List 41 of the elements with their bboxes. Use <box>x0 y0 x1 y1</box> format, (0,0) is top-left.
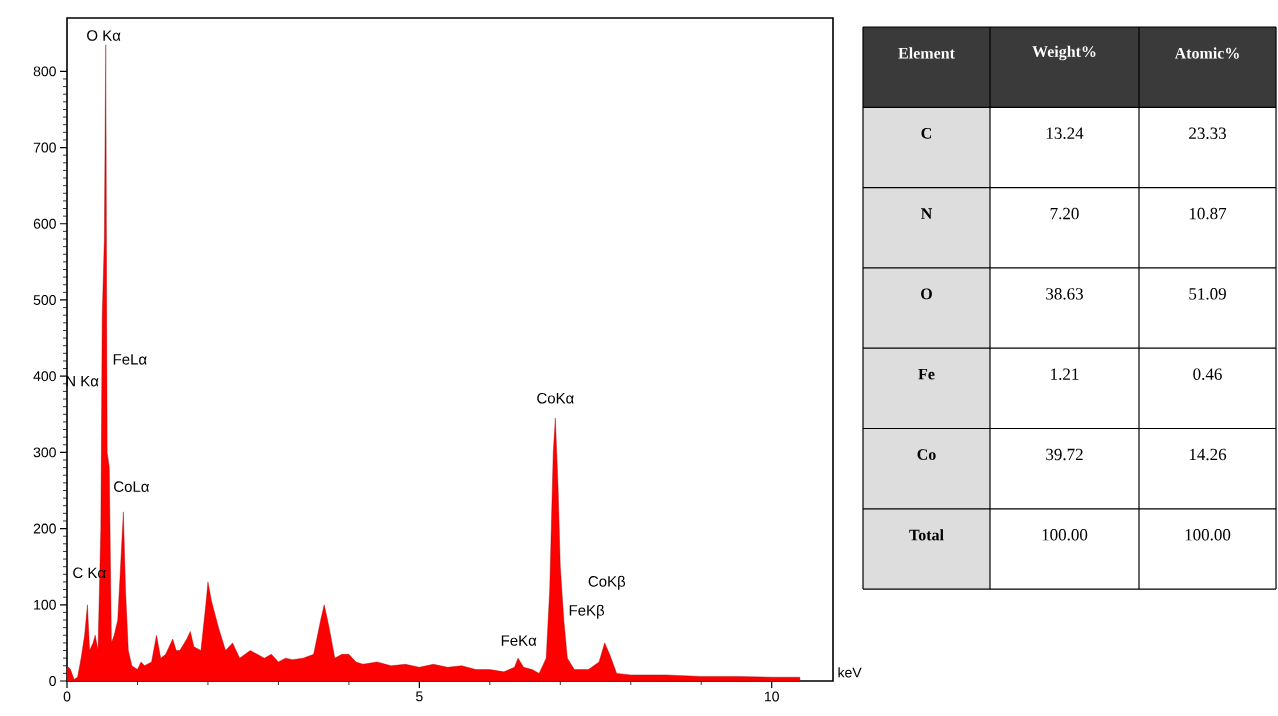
y-tick-label: 800 <box>33 66 56 77</box>
y-tick-label: 200 <box>33 523 56 534</box>
annotation: CoLα <box>114 481 150 492</box>
data-label: 10.87 <box>1189 207 1227 220</box>
data-label: 51.09 <box>1189 288 1226 300</box>
data-label: 14.26 <box>1189 448 1227 461</box>
data-label: 0.46 <box>1193 368 1222 380</box>
x-axis-title: keV <box>838 667 862 678</box>
y-tick-label: 0 <box>49 676 56 686</box>
data-label: 38.63 <box>1046 288 1083 300</box>
category-label: C <box>921 127 932 139</box>
category-label: N <box>921 208 933 219</box>
data-label: 13.24 <box>1046 127 1084 140</box>
y-tick-label: 500 <box>33 295 56 305</box>
data-label: 23.33 <box>1189 127 1226 140</box>
data-label: 100.00 <box>1042 529 1088 541</box>
text: Weight% <box>1032 45 1096 61</box>
data-label: 1.21 <box>1051 368 1079 380</box>
data-label: 100.00 <box>1185 529 1231 541</box>
y-tick-label: 600 <box>33 218 56 229</box>
category-label: O <box>921 288 932 300</box>
x-tick-label: 0 <box>63 691 71 702</box>
annotation: CoKα <box>537 392 574 404</box>
text: Element <box>898 47 955 59</box>
y-tick-label: 400 <box>33 371 56 382</box>
x-tick-label: 10 <box>764 691 779 702</box>
annotation: FeKα <box>501 635 537 646</box>
category-label: Total <box>909 529 944 541</box>
data-label: 39.72 <box>1046 448 1083 461</box>
category-label: Co <box>917 449 936 460</box>
category-label: Fe <box>918 368 935 380</box>
annotation: FeKβ <box>569 604 605 619</box>
data-label: 7.20 <box>1050 207 1079 220</box>
annotation: FeLα <box>113 354 147 365</box>
y-tick-label: 300 <box>33 447 56 458</box>
annotation: O Kα <box>87 30 121 41</box>
text: Atomic% <box>1174 47 1239 59</box>
annotation: CoKβ <box>588 575 626 590</box>
x-tick-label: 5 <box>416 691 423 702</box>
y-tick-label: 700 <box>33 142 56 153</box>
y-tick-label: 100 <box>34 599 56 610</box>
